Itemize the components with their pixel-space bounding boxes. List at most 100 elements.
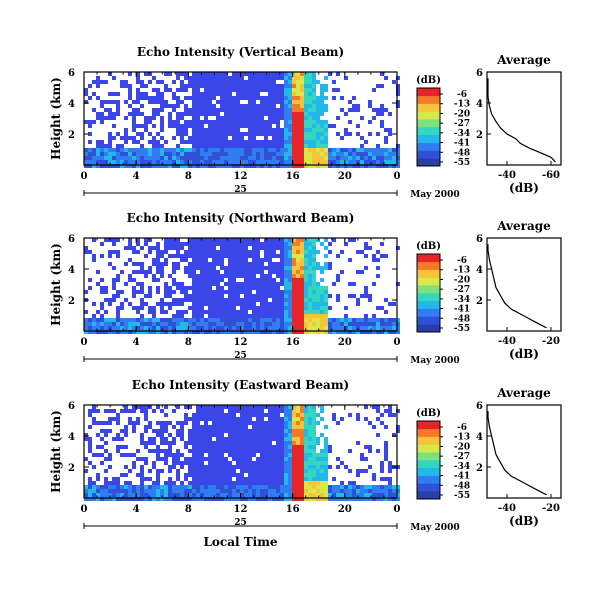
heatmap-cell — [172, 246, 176, 250]
heatmap-cell — [272, 294, 276, 298]
heatmap-cell — [368, 330, 372, 334]
heatmap-cell — [192, 124, 196, 128]
heatmap-cell — [96, 421, 100, 425]
heatmap-cell — [208, 497, 212, 501]
heatmap-cell — [220, 473, 224, 477]
heatmap-cell — [308, 108, 312, 112]
heatmap-cell — [284, 124, 288, 128]
panel-title: Echo Intensity (Vertical Beam) — [137, 45, 344, 59]
heatmap-cell — [248, 429, 252, 433]
heatmap-cell — [132, 278, 136, 282]
heatmap-cell — [256, 405, 260, 409]
heatmap-cell — [88, 160, 92, 164]
heatmap-cell — [212, 497, 216, 501]
heatmap-cell — [380, 318, 384, 322]
heatmap-cell — [280, 445, 284, 449]
heatmap-cell — [136, 421, 140, 425]
heatmap-cell — [248, 489, 252, 493]
heatmap-cell — [312, 152, 316, 156]
heatmap-cell — [200, 441, 204, 445]
x-tick-label: 20 — [338, 171, 352, 182]
heatmap-cell — [304, 421, 308, 425]
heatmap-cell — [248, 405, 252, 409]
heatmap-cell — [268, 108, 272, 112]
heatmap-cell — [296, 405, 300, 409]
heatmap-cell — [192, 429, 196, 433]
heatmap-cell — [220, 104, 224, 108]
heatmap-cell — [336, 457, 340, 461]
heatmap-cell — [108, 262, 112, 266]
heatmap-cell — [276, 266, 280, 270]
heatmap-cell — [296, 302, 300, 306]
heatmap-cell — [144, 489, 148, 493]
heatmap-cell — [240, 160, 244, 164]
heatmap-cell — [204, 445, 208, 449]
heatmap-cell — [92, 314, 96, 318]
heatmap-cell — [296, 322, 300, 326]
heatmap-cell — [176, 485, 180, 489]
heatmap-cell — [192, 96, 196, 100]
heatmap-cell — [268, 469, 272, 473]
heatmap-cell — [188, 461, 192, 465]
heatmap-cell — [188, 160, 192, 164]
heatmap-cell — [160, 421, 164, 425]
heatmap-cell — [332, 322, 336, 326]
heatmap-cell — [164, 481, 168, 485]
heatmap-cell — [276, 140, 280, 144]
heatmap-cell — [208, 326, 212, 330]
heatmap-cell — [320, 453, 324, 457]
heatmap-cell — [308, 136, 312, 140]
heatmap-cell — [264, 453, 268, 457]
heatmap-cell — [288, 136, 292, 140]
heatmap-cell — [324, 330, 328, 334]
heatmap-cell — [216, 302, 220, 306]
heatmap-cell — [340, 497, 344, 501]
heatmap-cell — [188, 457, 192, 461]
heatmap-cell — [380, 120, 384, 124]
heatmap-cell — [212, 298, 216, 302]
heatmap-cell — [180, 318, 184, 322]
heatmap-cell — [216, 144, 220, 148]
heatmap-cell — [100, 497, 104, 501]
heatmap-cell — [276, 429, 280, 433]
heatmap-cell — [396, 429, 400, 433]
heatmap-cell — [388, 330, 392, 334]
heatmap-cell — [324, 238, 328, 242]
heatmap-cell — [116, 306, 120, 310]
heatmap-cell — [208, 140, 212, 144]
heatmap-cell — [364, 330, 368, 334]
heatmap-cell — [316, 144, 320, 148]
heatmap-cell — [308, 100, 312, 104]
heatmap-cell — [260, 88, 264, 92]
heatmap-cell — [276, 148, 280, 152]
heatmap-cell — [300, 433, 304, 437]
heatmap-cell — [172, 457, 176, 461]
heatmap-cell — [136, 92, 140, 96]
heatmap-cell — [92, 92, 96, 96]
heatmap-cell — [288, 108, 292, 112]
heatmap-cell — [132, 306, 136, 310]
heatmap-cell — [324, 136, 328, 140]
heatmap-cell — [292, 152, 296, 156]
heatmap-cell — [216, 136, 220, 140]
heatmap-cell — [300, 294, 304, 298]
heatmap-cell — [300, 465, 304, 469]
heatmap-cell — [288, 238, 292, 242]
heatmap-cell — [364, 417, 368, 421]
heatmap-cell — [180, 100, 184, 104]
heatmap-cell — [244, 282, 248, 286]
heatmap-cell — [260, 457, 264, 461]
heatmap-cell — [176, 318, 180, 322]
heatmap-cell — [344, 112, 348, 116]
heatmap-cell — [228, 330, 232, 334]
heatmap-cell — [320, 465, 324, 469]
heatmap-cell — [228, 493, 232, 497]
heatmap-cell — [212, 469, 216, 473]
date-day: 25 — [234, 185, 247, 195]
heatmap-cell — [312, 294, 316, 298]
heatmap-cell — [156, 254, 160, 258]
heatmap-cell — [144, 485, 148, 489]
heatmap-cell — [268, 160, 272, 164]
heatmap-cell — [308, 250, 312, 254]
